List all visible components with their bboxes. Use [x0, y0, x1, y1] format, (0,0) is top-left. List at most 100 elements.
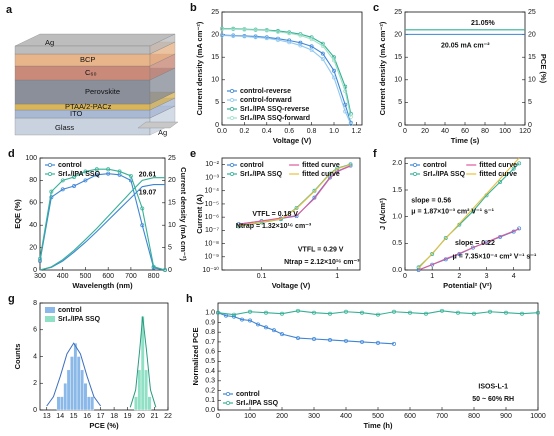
y-tick-label: 0.0	[205, 407, 215, 414]
data-point	[231, 34, 236, 38]
data-point	[140, 206, 145, 211]
y2-tick-label: 20	[168, 177, 176, 184]
data-point	[360, 310, 364, 315]
series-line	[217, 310, 539, 316]
annotation: 20.05 mA cm⁻²	[441, 43, 490, 50]
y-tick-label: 25	[211, 9, 219, 16]
y-tick-label: 0.1	[205, 397, 215, 404]
data-point	[440, 308, 444, 313]
data-point	[328, 311, 332, 316]
data-point	[264, 28, 269, 33]
plot-frame	[221, 11, 363, 126]
annotation: μ = 1.87×10⁻³ cm² V⁻¹ s⁻¹	[411, 209, 494, 216]
y-tick-label: 10⁻⁹	[205, 254, 219, 261]
data-point	[298, 43, 303, 48]
bar	[80, 369, 84, 411]
x-tick-label: 900	[500, 413, 512, 420]
data-point	[72, 175, 77, 179]
y-tick-label: 25	[394, 9, 402, 16]
series-line	[39, 177, 165, 271]
y-tick-label: 20	[211, 31, 219, 38]
legend-marker	[230, 172, 234, 176]
x-axis-label: Time (h)	[363, 421, 393, 430]
data-point	[309, 48, 314, 52]
data-point	[332, 68, 336, 73]
data-point	[360, 339, 364, 344]
data-point	[343, 109, 348, 114]
y-tick-label: 0.8	[205, 329, 215, 336]
layer-label: BCP	[80, 55, 95, 64]
legend-label: fitted curve	[302, 171, 340, 178]
annotation: VTFL = 0.29 V	[298, 247, 344, 254]
data-point	[253, 28, 258, 33]
data-point	[488, 309, 492, 314]
data-point	[276, 38, 280, 42]
data-point	[430, 252, 435, 256]
data-point	[242, 34, 247, 39]
legend-label: fitted curve	[479, 162, 517, 169]
x-tick-label: 0	[403, 128, 407, 135]
data-point	[424, 311, 428, 316]
panel-label: d	[8, 148, 15, 160]
x-tick-label: 700	[436, 413, 448, 420]
bar	[73, 342, 78, 411]
data-point	[236, 224, 241, 229]
y-axis-label: J (A/cm²)	[378, 197, 387, 230]
plot-frame	[404, 11, 526, 126]
bar	[76, 356, 81, 411]
data-point	[309, 44, 314, 49]
data-point	[240, 317, 244, 322]
y-tick-label: 0.0	[392, 267, 402, 274]
data-point	[280, 332, 284, 337]
legend-marker	[48, 172, 52, 176]
data-point	[220, 33, 224, 38]
bar	[134, 396, 138, 411]
ag-electrode	[137, 121, 179, 129]
x-tick-label: 800	[148, 273, 160, 280]
data-point	[287, 31, 292, 36]
series-line	[129, 316, 157, 408]
y-tick-label: 1.0	[392, 214, 402, 221]
legend-swatch	[45, 307, 55, 313]
x-axis-label: Potential² (V²)	[443, 281, 492, 290]
y-tick-label: 0.2	[205, 387, 215, 394]
panel-label: c	[373, 2, 379, 14]
data-point	[312, 188, 317, 193]
data-point	[312, 310, 316, 315]
panel-label: g	[8, 293, 15, 305]
layer-front	[14, 109, 151, 119]
y-tick-label: 10⁻⁷	[205, 227, 219, 234]
y-tick-label: 20	[394, 31, 402, 38]
annotation: 21.05%	[471, 20, 496, 27]
legend-marker	[413, 163, 417, 167]
data-point	[327, 175, 332, 180]
y-tick-label: 40	[29, 222, 37, 229]
data-point	[60, 187, 65, 192]
series-line	[238, 165, 351, 226]
y-tick-label: 4	[33, 353, 37, 360]
legend-marker	[226, 401, 230, 405]
y-axis-label: Current density (mA cm⁻²)	[378, 21, 387, 115]
y-tick-label: 10⁻⁸	[205, 240, 219, 247]
series-line	[39, 184, 165, 271]
layer-front	[14, 45, 151, 55]
layer-front	[14, 65, 151, 81]
layer-label: C₆₀	[85, 68, 97, 77]
series-line	[418, 157, 520, 269]
legend-label: control	[240, 162, 264, 169]
legend-label: SrI₂/IPA SSQ-forward	[240, 115, 310, 122]
data-point	[294, 205, 299, 210]
y-tick-label: 20	[29, 244, 37, 251]
series-line	[217, 312, 395, 345]
data-point	[248, 318, 252, 323]
layer-label: Ag	[45, 38, 54, 47]
x-tick-label: 17	[97, 413, 105, 420]
x-tick-label: 0	[403, 273, 407, 280]
data-point	[117, 169, 122, 174]
data-point	[248, 309, 252, 314]
data-point	[344, 338, 348, 343]
x-tick-label: 16	[83, 413, 91, 420]
annotation: Ntrap = 1.32×10¹⁶ cm⁻³	[236, 223, 312, 230]
data-point	[343, 89, 348, 94]
data-point	[264, 310, 268, 315]
